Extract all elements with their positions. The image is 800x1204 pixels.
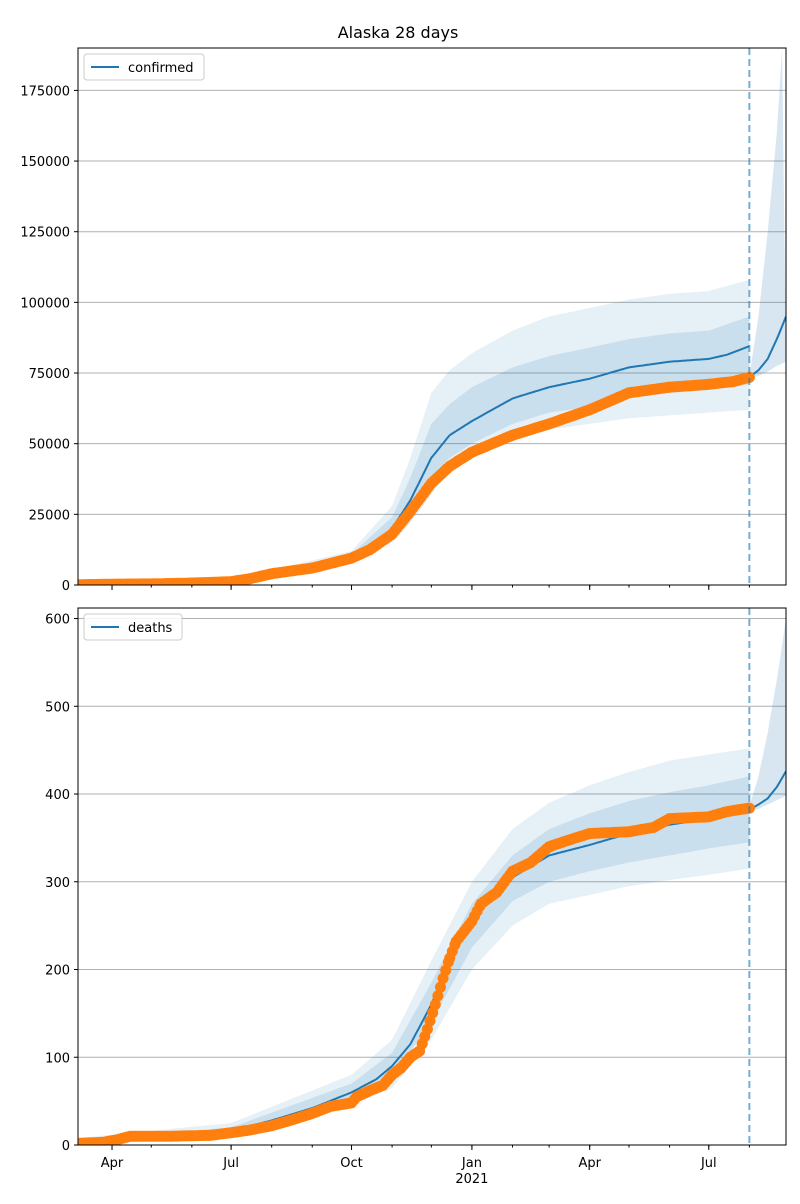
forecast-line	[748, 316, 786, 379]
x-tick-label: Jan	[461, 1156, 482, 1171]
y-tick-label: 25000	[29, 508, 70, 523]
x-tick-label: Jul	[222, 1156, 239, 1171]
uncertainty-band-outer	[78, 279, 750, 585]
y-tick-label: 300	[45, 876, 70, 891]
plot-area	[78, 618, 786, 1145]
x-tick-label: Apr	[578, 1156, 601, 1171]
observed-point	[743, 371, 755, 383]
forecast-band	[749, 48, 786, 379]
uncertainty-band-inner	[78, 316, 750, 585]
y-tick-label: 600	[45, 613, 70, 628]
observed-point	[429, 999, 441, 1011]
observed-point	[435, 981, 446, 993]
axes-frame	[77, 607, 787, 1146]
confirmed-panel: 0 25000 50000 75000 100000 125000 150000 175000…	[20, 47, 787, 594]
x-tick-label: Jul	[700, 1156, 717, 1171]
legend: deaths	[83, 613, 183, 641]
observed-point	[432, 990, 444, 1002]
y-tick-label: 0	[62, 579, 70, 594]
legend-box	[83, 53, 205, 81]
y-tick-label: 150000	[20, 155, 70, 170]
y-tick-label: 0	[62, 1139, 70, 1154]
y-tick-label: 200	[45, 964, 70, 979]
axes-frame	[77, 47, 787, 586]
y-tick-label: 75000	[29, 367, 70, 382]
y-tick-label: 50000	[29, 438, 70, 453]
y-tick-label: 500	[45, 700, 70, 715]
legend-label: deaths	[128, 621, 173, 636]
forecast-band	[749, 618, 786, 812]
y-tick-label: 175000	[20, 84, 70, 99]
legend: confirmed	[83, 53, 205, 81]
y-tick-label: 125000	[20, 226, 70, 241]
x-tick-label: Oct	[340, 1156, 362, 1171]
uncertainty-band-inner	[78, 776, 750, 1145]
legend-label: confirmed	[128, 61, 194, 76]
deaths-panel: 0 100 200 300 400 500 600 Apr Jul Oct Jan Apr Jul 202…	[45, 607, 787, 1187]
legend-box	[83, 613, 183, 641]
x-year-label: 2021	[455, 1172, 488, 1187]
plot-area	[78, 48, 786, 585]
y-tick-label: 100	[45, 1051, 70, 1066]
forecast-line	[748, 770, 786, 811]
y-tick-label: 100000	[20, 296, 70, 311]
chart-title: Alaska 28 days	[338, 23, 459, 42]
x-tick-label: Apr	[101, 1156, 124, 1171]
y-tick-label: 400	[45, 788, 70, 803]
